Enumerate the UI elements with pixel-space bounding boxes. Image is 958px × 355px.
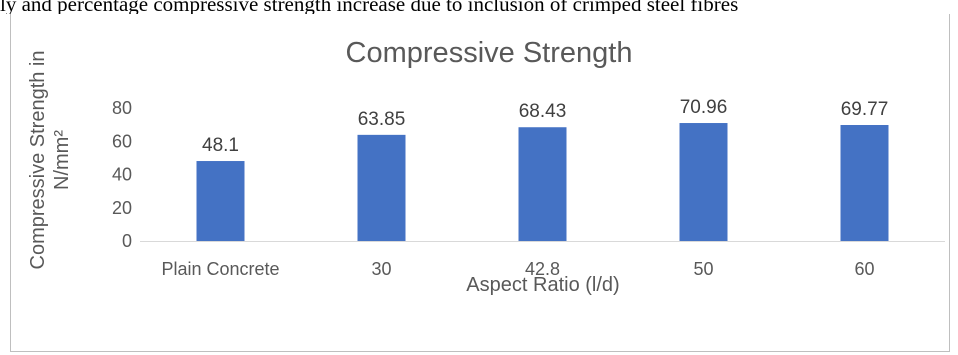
data-label: 48.1 [202,135,239,156]
bar [840,125,889,241]
chart-title: Compressive Strength [346,37,633,69]
x-axis-title: Aspect Ratio (l/d) [466,274,619,296]
bar [679,123,728,241]
bar [196,161,245,241]
document-text-line: ly and percentage compressive strength i… [0,0,739,14]
x-axis-ticks: Plain Concrete 30 42.8 50 60 [161,259,874,279]
bars [196,123,889,241]
y-tick-label: 40 [112,165,132,185]
bar [357,134,406,241]
data-label: 70.96 [680,97,728,118]
data-label: 68.43 [519,101,567,122]
y-tick-label: 20 [112,198,132,218]
y-tick-label: 60 [112,131,132,151]
x-tick-label: 60 [854,259,874,279]
y-axis-ticks: 0 20 40 60 80 [112,98,132,251]
y-axis-title-line2: N/mm² [51,130,73,190]
x-tick-label: 42.8 [525,259,560,279]
data-label: 69.77 [841,99,889,120]
x-tick-label: 30 [371,259,391,279]
x-tick-label: Plain Concrete [161,259,279,279]
y-tick-label: 80 [112,98,132,118]
data-label: 63.85 [358,109,406,130]
chart-frame [10,14,950,352]
data-labels: 48.1 63.85 68.43 70.96 69.77 [202,97,888,156]
x-tick-label: 50 [693,259,713,279]
y-axis-title: Compressive Strength in N/mm² [27,51,73,270]
y-axis-title-line1: Compressive Strength in [27,51,49,270]
y-tick-label: 0 [122,231,132,251]
bar [518,127,567,241]
